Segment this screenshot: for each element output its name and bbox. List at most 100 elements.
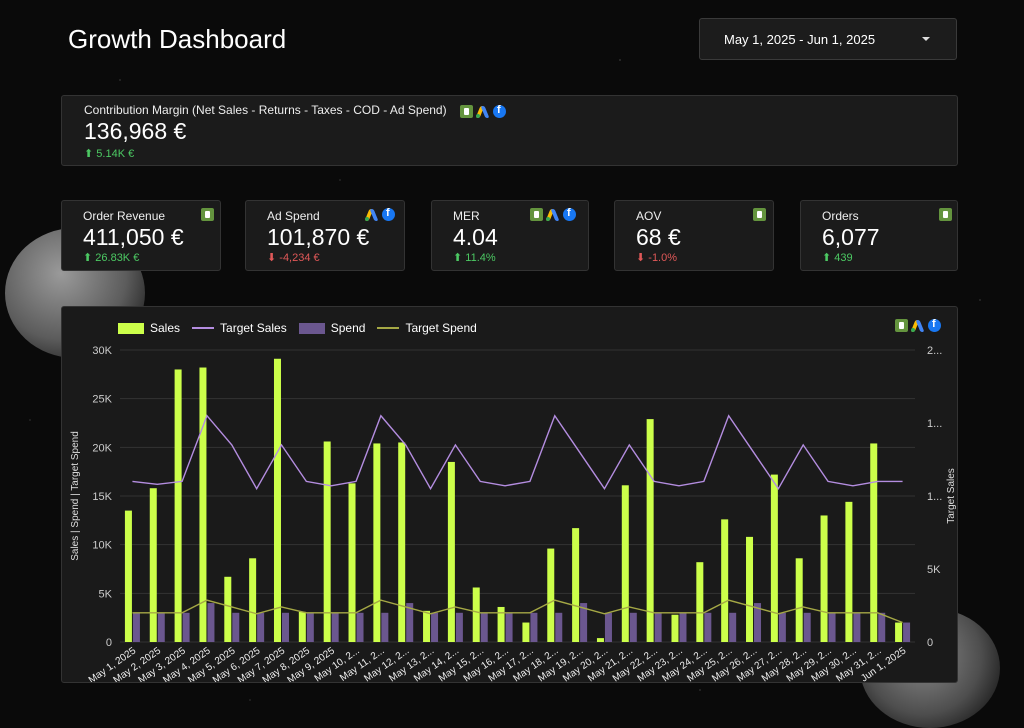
source-icons: [530, 207, 576, 221]
bar-spend: [530, 612, 538, 642]
bar-spend: [306, 612, 314, 642]
bar-spend: [257, 612, 265, 642]
bar-sales: [373, 443, 381, 642]
shopify-icon: [460, 105, 473, 118]
bar-sales: [224, 576, 232, 642]
google-ads-icon: [475, 105, 490, 118]
kpi-card-ad-spend: Ad Spend101,870 € ⬇ -4,234 €: [245, 200, 405, 271]
shopify-icon: [939, 208, 952, 221]
facebook-icon: [928, 318, 941, 332]
bar-sales: [895, 622, 903, 642]
legend-spend[interactable]: Spend: [298, 321, 365, 335]
bar-spend: [878, 612, 886, 642]
bar-spend: [232, 612, 240, 642]
bar-sales: [472, 587, 480, 642]
source-icons: [753, 208, 766, 221]
bar-sales: [497, 606, 505, 642]
bar-sales: [398, 442, 406, 642]
bar-sales: [572, 528, 580, 642]
kpi-card-order-revenue: Order Revenue 411,050 € ⬆ 26.83K €: [61, 200, 221, 271]
bar-spend: [281, 612, 289, 642]
bar-sales: [522, 622, 530, 642]
bar-sales: [820, 515, 828, 642]
date-range-picker[interactable]: May 1, 2025 - Jun 1, 2025: [699, 18, 957, 60]
bar-spend: [406, 603, 414, 642]
bar-sales: [298, 611, 306, 642]
y-left-tick-label: 25K: [92, 394, 112, 406]
kpi-label: Ad Spend: [267, 209, 320, 223]
bar-spend: [157, 612, 165, 642]
y-left-tick-label: 20K: [92, 442, 112, 454]
y-left-tick-label: 5K: [99, 588, 113, 600]
bar-spend: [604, 612, 612, 642]
bar-spend: [381, 612, 389, 642]
legend-target-spend[interactable]: Target Spend: [377, 321, 477, 335]
y-left-tick-label: 15K: [92, 491, 112, 503]
caret-down-icon: [922, 37, 930, 41]
bar-spend: [480, 612, 488, 642]
shopify-icon: [530, 208, 543, 221]
y-right-axis-title: Target Sales: [946, 468, 957, 524]
date-range-value: May 1, 2025 - Jun 1, 2025: [724, 31, 876, 47]
line-target-sales: [132, 414, 903, 491]
kpi-value: 6,077: [822, 224, 880, 250]
kpi-delta: ⬆ 11.4%: [453, 252, 496, 264]
kpi-label: Orders: [822, 209, 859, 223]
bar-spend: [356, 612, 364, 642]
card-label: Contribution Margin (Net Sales - Returns…: [84, 103, 447, 117]
kpi-card-orders: Orders 6,077 ⬆ 439: [800, 200, 958, 271]
facebook-icon: [563, 207, 576, 221]
bar-spend: [555, 612, 563, 642]
kpi-card-aov: AOV 68 € ⬇ -1.0%: [614, 200, 774, 271]
y-right-tick-label: 0: [927, 637, 933, 649]
bar-sales: [273, 358, 281, 642]
kpi-value: 68 €: [636, 224, 681, 250]
kpi-card-mer: MER4.04 ⬆ 11.4%: [431, 200, 589, 271]
facebook-icon: [493, 104, 506, 118]
bar-spend: [505, 612, 513, 642]
bar-sales: [671, 614, 679, 642]
source-icons: [364, 207, 395, 221]
bar-sales: [423, 610, 431, 642]
bar-sales: [348, 483, 356, 642]
bar-sales: [646, 419, 654, 642]
source-icons: [460, 104, 506, 118]
y-right-tick-label: 1...: [927, 491, 942, 503]
y-left-axis-title: Sales | Spend | Target Spend: [70, 431, 81, 561]
bar-sales: [249, 558, 257, 642]
bar-spend: [853, 612, 861, 642]
kpi-value: 411,050 €: [83, 224, 184, 250]
bar-sales: [721, 519, 729, 642]
bar-spend: [903, 622, 911, 642]
y-left-tick-label: 10K: [92, 540, 112, 552]
bar-sales: [149, 488, 157, 642]
y-right-tick-label: 2...: [927, 345, 942, 357]
shopify-icon: [753, 208, 766, 221]
kpi-delta: ⬆ 439: [822, 252, 853, 264]
bar-spend: [803, 612, 811, 642]
chart-plot: 0 5K 10K 15K 20K 25K 30K 0 5K 1... 1... 2... Sales |…: [70, 345, 957, 682]
sales-spend-chart: Sales Target Sales Spend Target Spend 0 5…: [61, 306, 958, 683]
bar-spend: [828, 612, 836, 642]
legend-sales[interactable]: Sales: [118, 321, 180, 335]
bar-sales: [447, 461, 455, 642]
bar-spend: [580, 603, 588, 642]
bar-spend: [132, 612, 140, 642]
source-icons: [939, 208, 952, 221]
bar-sales: [124, 510, 132, 642]
bar-spend: [455, 612, 463, 642]
bar-spend: [182, 612, 190, 642]
kpi-value: 4.04: [453, 224, 498, 250]
bar-sales: [547, 548, 555, 642]
bar-spend: [729, 612, 737, 642]
kpi-label: MER: [453, 209, 480, 223]
chart-source-icons: [895, 318, 941, 332]
bar-sales: [845, 501, 853, 642]
facebook-icon: [382, 207, 395, 221]
contribution-margin-card: Contribution Margin (Net Sales - Returns…: [61, 95, 958, 166]
card-delta: ⬆ 5.14K €: [84, 148, 135, 160]
legend-target-sales[interactable]: Target Sales: [192, 321, 287, 335]
bar-spend: [654, 612, 662, 642]
google-ads-icon: [910, 319, 925, 332]
bar-sales: [696, 562, 704, 642]
